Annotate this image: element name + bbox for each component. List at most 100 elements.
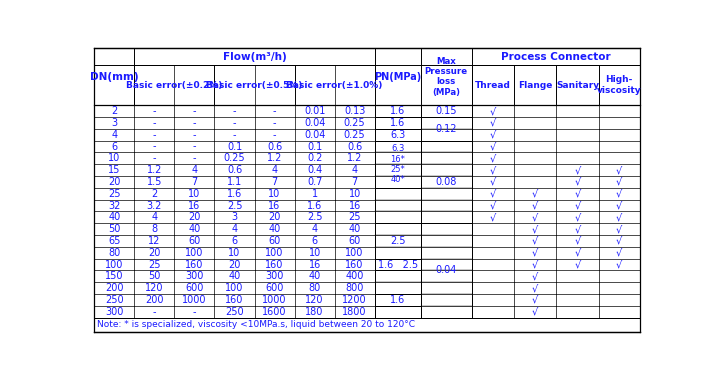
Text: 4: 4 (352, 165, 358, 175)
Text: -: - (193, 106, 196, 116)
Text: 0.1: 0.1 (227, 141, 242, 152)
Text: -: - (193, 118, 196, 128)
Text: 160: 160 (226, 295, 243, 305)
Text: 16: 16 (349, 200, 361, 211)
Text: 0.15: 0.15 (435, 106, 457, 116)
Text: √: √ (574, 165, 581, 175)
Text: 1.5: 1.5 (147, 177, 162, 187)
Text: √: √ (574, 224, 581, 234)
Text: √: √ (532, 248, 538, 258)
Text: 0.08: 0.08 (435, 177, 457, 187)
Text: 100: 100 (266, 248, 284, 258)
Text: 1.2: 1.2 (147, 165, 162, 175)
Text: 1.6: 1.6 (390, 295, 405, 305)
Text: 7: 7 (191, 177, 198, 187)
Text: 150: 150 (105, 271, 124, 281)
Text: √: √ (616, 177, 622, 187)
Text: 15: 15 (108, 165, 120, 175)
Text: 1.6: 1.6 (390, 118, 405, 128)
Text: 25: 25 (349, 212, 361, 222)
Text: 10: 10 (188, 189, 200, 199)
Text: 100: 100 (345, 248, 364, 258)
Text: √: √ (574, 200, 581, 211)
Text: 300: 300 (266, 271, 284, 281)
Text: √: √ (490, 130, 496, 140)
Text: 20: 20 (148, 248, 160, 258)
Text: 20: 20 (188, 212, 200, 222)
Text: 0.6: 0.6 (267, 141, 282, 152)
Text: Basic error(±0.5%): Basic error(±0.5%) (206, 81, 303, 89)
Text: 4: 4 (231, 224, 238, 234)
Text: 60: 60 (188, 236, 200, 246)
Text: 100: 100 (226, 283, 243, 293)
Text: 16: 16 (188, 200, 200, 211)
Text: 80: 80 (309, 283, 321, 293)
Text: √: √ (490, 177, 496, 187)
Text: 200: 200 (145, 295, 164, 305)
Text: -: - (153, 141, 156, 152)
Text: √: √ (490, 189, 496, 199)
Text: 80: 80 (108, 248, 120, 258)
Text: -: - (153, 130, 156, 140)
Text: √: √ (574, 189, 581, 199)
Text: 0.6: 0.6 (347, 141, 362, 152)
Text: 2: 2 (111, 106, 117, 116)
Text: 1.6: 1.6 (307, 200, 322, 211)
Text: 0.04: 0.04 (304, 130, 325, 140)
Text: √: √ (616, 212, 622, 222)
Text: 4: 4 (271, 165, 278, 175)
Text: √: √ (616, 200, 622, 211)
Text: 3: 3 (231, 212, 238, 222)
Text: -: - (273, 130, 276, 140)
Text: √: √ (532, 200, 538, 211)
Text: √: √ (532, 259, 538, 270)
Text: 8: 8 (151, 224, 158, 234)
Text: 4: 4 (191, 165, 198, 175)
Text: Max
Pressure
loss
(MPa): Max Pressure loss (MPa) (425, 57, 468, 97)
Text: Process Connector: Process Connector (500, 52, 611, 62)
Text: 400: 400 (345, 271, 364, 281)
Text: 160: 160 (185, 259, 203, 270)
Text: 1.1: 1.1 (227, 177, 242, 187)
Text: 2.5: 2.5 (390, 236, 405, 246)
Text: 3.2: 3.2 (147, 200, 162, 211)
Text: High-
viscosity: High- viscosity (597, 76, 642, 95)
Text: 800: 800 (345, 283, 364, 293)
Text: 160: 160 (266, 259, 284, 270)
Text: 65: 65 (108, 236, 120, 246)
Text: √: √ (532, 283, 538, 293)
Text: √: √ (532, 212, 538, 222)
Text: 50: 50 (148, 271, 160, 281)
Text: PN(MPa): PN(MPa) (374, 72, 422, 82)
Text: √: √ (532, 271, 538, 281)
Text: 4: 4 (111, 130, 117, 140)
Text: 0.12: 0.12 (435, 124, 457, 134)
Text: √: √ (532, 189, 538, 199)
Text: 6: 6 (311, 236, 318, 246)
Text: √: √ (616, 189, 622, 199)
Text: 1200: 1200 (342, 295, 367, 305)
Text: 250: 250 (105, 295, 124, 305)
Text: 6.3
16*
25*
40*: 6.3 16* 25* 40* (390, 144, 405, 184)
Text: Basic error(±1.0%): Basic error(±1.0%) (286, 81, 383, 89)
Text: √: √ (574, 212, 581, 222)
Text: 1800: 1800 (342, 307, 367, 317)
Text: 4: 4 (151, 212, 158, 222)
Text: 2.5: 2.5 (227, 200, 242, 211)
Text: √: √ (574, 248, 581, 258)
Text: 0.4: 0.4 (307, 165, 322, 175)
Text: √: √ (616, 224, 622, 234)
Text: 1: 1 (311, 189, 318, 199)
Text: √: √ (616, 236, 622, 246)
Text: 250: 250 (226, 307, 244, 317)
Text: 40: 40 (309, 271, 321, 281)
Text: 20: 20 (108, 177, 120, 187)
Text: 16: 16 (268, 200, 281, 211)
Text: 60: 60 (349, 236, 361, 246)
Text: 3: 3 (111, 118, 117, 128)
Text: √: √ (532, 236, 538, 246)
Text: 6: 6 (231, 236, 238, 246)
Text: √: √ (490, 118, 496, 128)
Text: 10: 10 (228, 248, 241, 258)
Text: 50: 50 (108, 224, 120, 234)
